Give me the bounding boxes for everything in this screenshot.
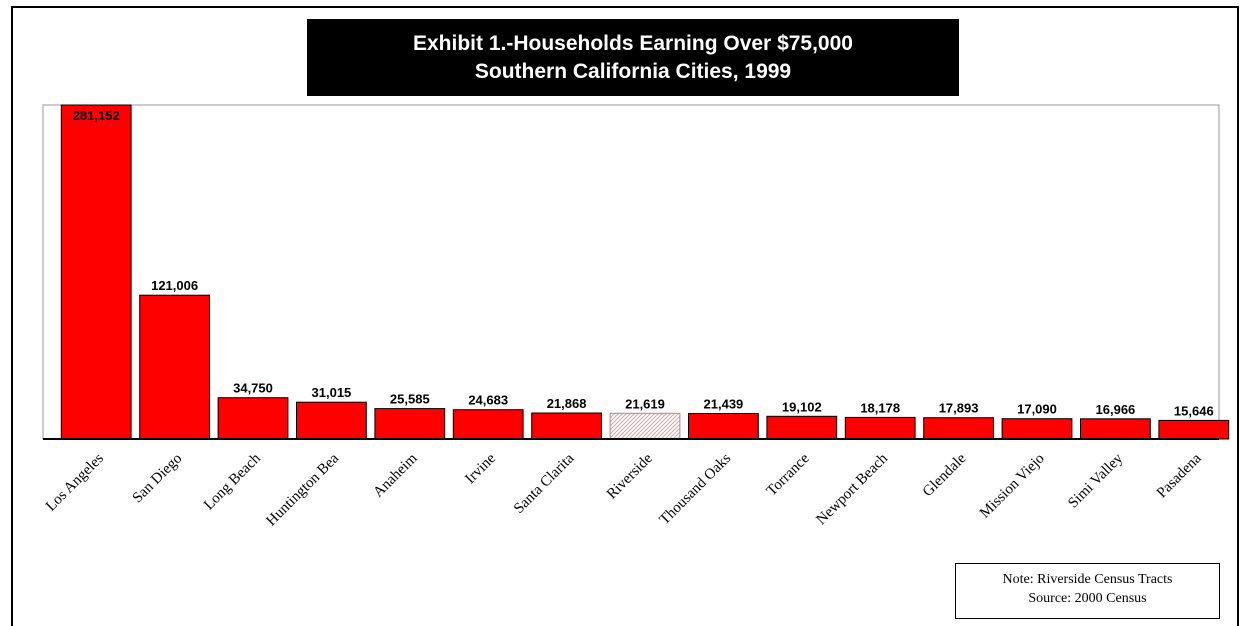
source-note: Note: Riverside Census Tracts Source: 20… [955, 563, 1220, 619]
value-label-mission-viejo: 17,090 [1017, 402, 1057, 417]
bar-san-diego [139, 294, 210, 440]
bar-santa-clarita [531, 412, 603, 440]
bar-los-angeles [60, 104, 132, 440]
bar-newport-beach [844, 416, 916, 440]
category-label-san-diego: San Diego [130, 451, 186, 507]
value-label-huntington-bea: 31,015 [312, 385, 352, 400]
category-label-irvine: Irvine [462, 450, 499, 487]
bar-huntington-bea [296, 401, 367, 440]
bar-irvine [452, 409, 524, 440]
bar-pasadena [1158, 419, 1230, 440]
bar-mission-viejo [1001, 418, 1073, 440]
plot-area [42, 104, 1220, 440]
bar-simi-valley [1080, 418, 1151, 440]
value-label-santa-clarita: 21,868 [547, 396, 587, 411]
chart-frame [11, 6, 1239, 626]
value-label-los-angeles: 281,152 [73, 108, 120, 123]
value-label-simi-valley: 16,966 [1096, 402, 1136, 417]
value-label-newport-beach: 18,178 [860, 400, 900, 415]
value-label-riverside: 21,619 [625, 396, 665, 411]
bar-riverside [609, 412, 681, 440]
value-label-glendale: 17,893 [939, 401, 979, 416]
chart-title-line-2: Southern California Cities, 1999 [474, 60, 792, 83]
category-label-santa-clarita: Santa Clarita [511, 450, 578, 517]
bar-long-beach [217, 397, 289, 440]
bar-glendale [923, 417, 995, 440]
value-label-long-beach: 34,750 [233, 381, 273, 396]
category-label-pasadena: Pasadena [1154, 450, 1205, 501]
value-label-torrance: 19,102 [782, 399, 822, 414]
category-label-glendale: Glendale [920, 450, 970, 500]
category-label-anaheim: Anaheim [370, 450, 420, 500]
chart-title: Exhibit 1.-Households Earning Over $75,0… [307, 19, 959, 96]
category-label-los-angeles: Los Angeles [43, 450, 107, 514]
value-label-pasadena: 15,646 [1174, 403, 1214, 418]
category-label-thousand-oaks: Thousand Oaks [657, 450, 735, 528]
category-label-riverside: Riverside [604, 450, 656, 502]
category-label-mission-viejo: Mission Viejo [977, 451, 1048, 522]
category-label-simi-valley: Simi Valley [1065, 450, 1126, 511]
bar-anaheim [374, 408, 446, 440]
value-label-thousand-oaks: 21,439 [704, 397, 744, 412]
chart-title-line-1: Exhibit 1.-Households Earning Over $75,0… [413, 32, 853, 55]
category-label-huntington-bea: Huntington Bea [263, 450, 342, 529]
category-label-torrance: Torrance [764, 450, 813, 499]
value-label-irvine: 24,683 [468, 393, 508, 408]
bar-thousand-oaks [688, 413, 759, 440]
category-label-long-beach: Long Beach [201, 450, 264, 513]
category-label-newport-beach: Newport Beach [813, 450, 891, 528]
note-line-2: Source: 2000 Census [1028, 591, 1147, 606]
value-label-san-diego: 121,006 [151, 278, 198, 293]
bar-torrance [766, 415, 838, 440]
value-label-anaheim: 25,585 [390, 392, 430, 407]
note-line-1: Note: Riverside Census Tracts [1002, 572, 1173, 587]
